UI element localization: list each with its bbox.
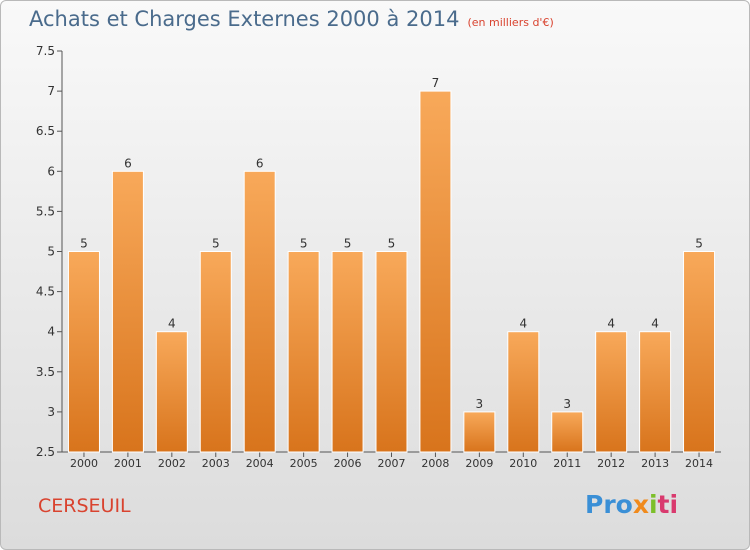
bars — [67, 90, 716, 453]
x-tick-label: 2001 — [114, 457, 142, 470]
bar-2000 — [67, 251, 100, 453]
x-tick-label: 2002 — [158, 457, 186, 470]
bar-2011 — [551, 411, 584, 453]
bar-2002 — [155, 331, 188, 453]
chart-unit-note: (en milliers d'€) — [467, 16, 554, 29]
bar-2001 — [111, 170, 144, 453]
x-tick-label: 2007 — [378, 457, 406, 470]
bar-2003 — [199, 251, 232, 453]
bar-2005 — [287, 251, 320, 453]
bar-value-label: 4 — [168, 317, 176, 331]
y-tick-label: 7 — [47, 84, 55, 98]
bar-2012 — [595, 331, 628, 453]
x-tick-label: 2008 — [421, 457, 449, 470]
bar-2010 — [507, 331, 540, 453]
bar-value-label: 5 — [344, 237, 352, 251]
y-tick-label: 5.5 — [36, 204, 55, 218]
logo-part-4: ti — [657, 490, 679, 519]
x-tick-label: 2013 — [641, 457, 669, 470]
proxiti-logo: Proxiti — [585, 490, 678, 519]
data-labels: 5 6 4 5 6 5 5 5 7 3 4 3 4 4 5 — [80, 76, 703, 411]
y-tick-label: 6.5 — [36, 124, 55, 138]
bar-value-label: 4 — [519, 317, 527, 331]
bar-value-label: 5 — [695, 237, 703, 251]
bar-2013 — [639, 331, 672, 453]
bar-value-label: 4 — [651, 317, 659, 331]
bar-value-label: 6 — [256, 156, 264, 170]
y-tick-label: 7.5 — [36, 44, 55, 58]
y-tick-label: 2.5 — [36, 445, 55, 459]
chart-title-text: Achats et Charges Externes 2000 à 2014 — [29, 7, 460, 31]
y-tick-label: 6 — [47, 164, 55, 178]
bar-value-label: 3 — [563, 397, 571, 411]
y-tick-label: 4 — [47, 325, 55, 339]
y-tick-label: 5 — [47, 245, 55, 259]
x-tick-label: 2003 — [202, 457, 230, 470]
x-tick-label: 2014 — [685, 457, 713, 470]
bar-2004 — [243, 170, 276, 453]
logo-part-3: i — [648, 490, 658, 519]
bar-value-label: 5 — [388, 237, 396, 251]
bar-value-label: 5 — [300, 237, 308, 251]
axes: 2.5 3 3.5 4 4.5 5 5.5 6 6.5 7 7.5 2000 2001 2002 2003 2… — [36, 44, 721, 470]
bar-2006 — [331, 251, 364, 453]
commune-name: CERSEUIL — [38, 495, 131, 517]
x-tick-label: 2011 — [553, 457, 581, 470]
bar-value-label: 7 — [432, 76, 440, 90]
bar-value-label: 4 — [607, 317, 615, 331]
bar-2009 — [463, 411, 496, 453]
bar-2008 — [419, 90, 452, 453]
bar-value-label: 5 — [212, 237, 220, 251]
x-tick-label: 2006 — [334, 457, 362, 470]
x-tick-label: 2005 — [290, 457, 318, 470]
x-tick-label: 2004 — [246, 457, 274, 470]
bar-value-label: 5 — [80, 237, 88, 251]
y-tick-label: 3 — [47, 405, 55, 419]
x-tick-label: 2000 — [70, 457, 98, 470]
bar-2014 — [683, 251, 716, 453]
bar-value-label: 6 — [124, 156, 132, 170]
x-tick-label: 2010 — [509, 457, 537, 470]
y-tick-label: 3.5 — [36, 365, 55, 379]
x-tick-label: 2009 — [465, 457, 493, 470]
bar-2007 — [375, 251, 408, 453]
logo-part-1: Pro — [585, 490, 633, 519]
chart-title: Achats et Charges Externes 2000 à 2014 (e… — [29, 7, 554, 31]
y-tick-label: 4.5 — [36, 285, 55, 299]
x-tick-label: 2012 — [597, 457, 625, 470]
bar-value-label: 3 — [476, 397, 484, 411]
logo-part-2: x — [632, 490, 649, 519]
